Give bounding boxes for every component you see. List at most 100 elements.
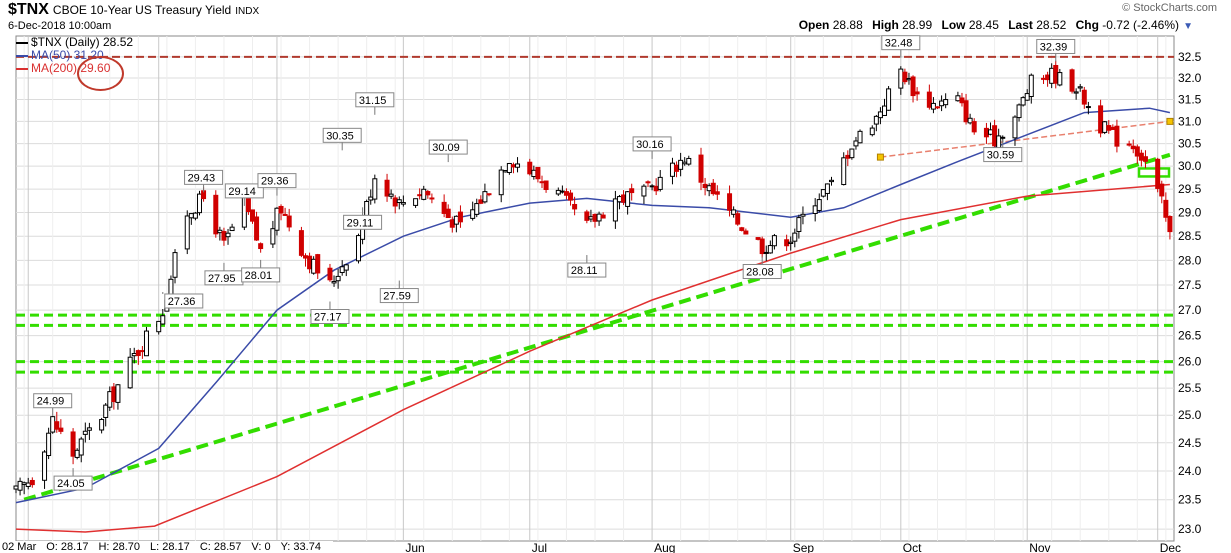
candle-body [510,164,516,168]
candle-body [943,99,949,106]
y-tick-label: 29.5 [1178,182,1202,196]
candle-body [988,129,994,135]
candle-body [13,485,19,490]
y-tick-label: 28.5 [1178,229,1202,243]
candle-body [702,183,708,189]
candle-body [1020,97,1026,106]
value-label-31.15: 31.15 [359,95,387,107]
candle-body [303,255,308,259]
candle-body [616,196,622,203]
candle-body [42,451,48,481]
candle-body [184,215,190,250]
candle-body [1073,91,1079,94]
y-tick-label: 26.5 [1178,329,1202,343]
candle-body [311,258,317,274]
y-tick-label: 24.5 [1178,436,1202,450]
value-label-30.16: 30.16 [636,139,664,151]
month-label: Dec [1160,541,1181,553]
candle-body [584,211,590,221]
candle-body [298,230,304,256]
candle-body [21,482,27,485]
candle-body [983,127,989,138]
candle-body [869,127,875,136]
candle-body [682,161,688,165]
y-tick-label: 29.0 [1178,205,1202,219]
ma200-line [15,183,1170,533]
ohlc-summary: Open 28.88 High 28.99 Low 28.45 Last 28.… [793,18,1179,32]
value-label-27.36: 27.36 [168,296,196,308]
candle-body [1077,86,1083,89]
candle-body [841,157,847,186]
value-label-32.39: 32.39 [1040,41,1068,53]
candle-body [710,182,716,195]
candle-body [592,213,598,222]
candle-body [1000,136,1006,139]
candle-body [653,185,659,192]
candle-body [959,97,965,104]
candle-body [217,229,223,234]
candle-body [641,185,647,197]
support-resistance-lines [16,55,1174,502]
candle-body [914,91,920,95]
candle-body [727,193,733,211]
candle-body [249,209,255,222]
candle-body [1045,74,1051,81]
candle-body [331,280,337,284]
candle-body [343,264,349,271]
candle-body [50,416,56,433]
candle-body [82,430,88,435]
candle-body [339,266,345,274]
candle-body [686,157,692,165]
candle-body [625,191,631,207]
chart-grid [15,35,1175,542]
candle-body [706,185,712,192]
candle-body [621,194,627,203]
candle-body [1069,69,1075,92]
candle-body [1110,126,1116,131]
ma200-path [15,183,1170,533]
candle-body [1016,104,1022,119]
y-tick-label: 24.0 [1178,464,1202,478]
candle-body [955,95,961,102]
chevron-down-icon[interactable]: ▼ [1183,21,1193,32]
candle-body [307,255,313,270]
candle-body [882,105,887,116]
candle-body [629,188,635,194]
brand-link[interactable]: © StockCharts.com [1122,2,1217,14]
legend-swatch-ma50 [16,54,28,57]
value-label-box [53,475,93,491]
candle-body [1049,67,1055,84]
candle-body [963,100,969,123]
candle-body [845,154,851,159]
exchange: INDX [235,6,260,17]
candle-body [498,169,504,196]
legend-text-price: $TNX (Daily) 28.52 [31,35,134,49]
candle-body [1155,158,1161,189]
candle-body [788,241,794,244]
candle-body [657,176,663,190]
symbol: $TNX [8,1,49,18]
value-label-28.08: 28.08 [746,267,774,279]
candle-body [78,438,84,456]
candle-body [1134,146,1140,157]
candle-body [392,197,398,207]
breakdown-box [1137,167,1171,178]
candle-body [1138,152,1144,161]
open-value: 28.88 [832,18,863,32]
candle-body [384,179,390,197]
candle-body [926,91,932,108]
candle-body [543,180,549,190]
candle-body [213,194,219,235]
candle-body [1167,215,1173,233]
candle-body [425,191,431,196]
value-label-28.11: 28.11 [571,265,598,277]
value-label-box [322,127,362,143]
change-label: Chg [1075,18,1099,32]
month-label: Sep [793,541,815,553]
candle-body [796,217,802,232]
candle-body [735,213,741,225]
candle-body [669,162,675,177]
candle-body [70,431,76,457]
candle-body [906,78,912,81]
value-label-box [33,393,73,409]
